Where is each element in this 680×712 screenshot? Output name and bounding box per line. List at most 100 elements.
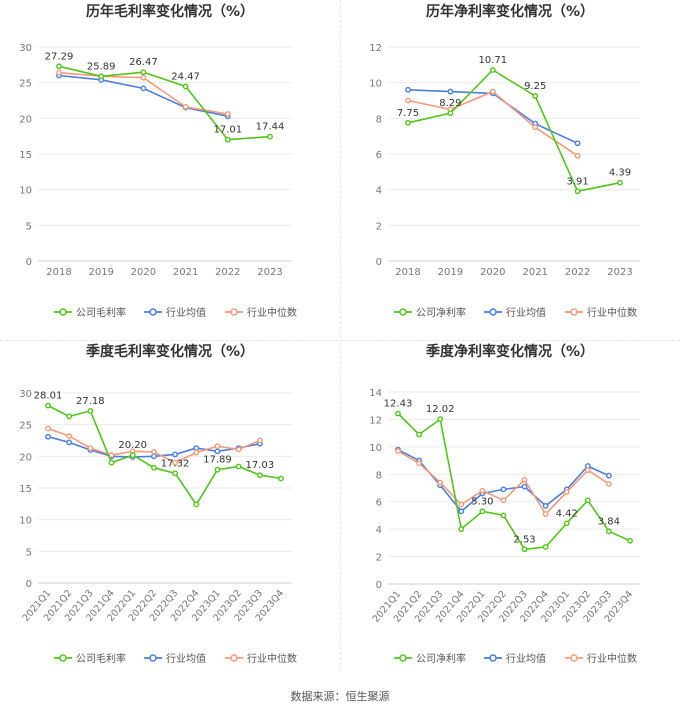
chart-title: 历年毛利率变化情况（%） [86, 3, 254, 20]
y-tick-label: 12 [369, 43, 382, 54]
legend-swatch-marker [489, 654, 497, 662]
data-point [172, 470, 178, 477]
y-tick-label: 6 [376, 150, 382, 161]
data-point [458, 501, 465, 508]
data-label: 12.02 [426, 404, 455, 415]
y-tick-label: 0 [26, 579, 32, 590]
data-point [108, 459, 115, 466]
data-point [151, 464, 157, 471]
data-point [405, 97, 411, 104]
y-tick-label: 8 [376, 114, 382, 125]
legend-label: 行业中位数 [247, 652, 297, 665]
data-label: 25.89 [87, 61, 116, 72]
data-point [479, 487, 486, 494]
data-point [405, 119, 411, 126]
data-point [458, 508, 465, 515]
data-point [532, 124, 539, 131]
legend-label: 行业均值 [506, 652, 546, 665]
x-tick-label: 2021 [173, 267, 198, 278]
data-point [56, 69, 62, 76]
data-point [235, 463, 242, 470]
chart-title: 季度净利率变化情况（%） [425, 343, 594, 360]
data-point [151, 449, 157, 455]
data-point [574, 140, 581, 147]
data-label: 7.75 [397, 108, 419, 119]
x-tick-label: 2021 [522, 267, 547, 278]
data-point [129, 452, 136, 458]
data-label: 2.53 [513, 534, 535, 545]
data-point [447, 88, 454, 95]
data-point [214, 448, 221, 455]
y-tick-label: 15 [19, 150, 32, 161]
y-tick-label: 4 [376, 525, 382, 536]
legend-swatch-marker [230, 654, 238, 662]
data-point [224, 111, 231, 117]
data-point [584, 467, 591, 474]
chart-panel-quarterly-net: 季度净利率变化情况（%） 0 2 4 6 8 10 12 14 2021Q1 2021Q2 2021Q… [340, 340, 680, 690]
y-tick-label: 2 [376, 553, 382, 564]
y-tick-label: 20 [19, 452, 32, 463]
y-tick-label: 25 [19, 421, 32, 432]
legend-swatch-marker [489, 308, 497, 316]
data-point [278, 475, 284, 482]
legend-label: 公司净利率 [416, 652, 466, 665]
data-label: 26.47 [129, 57, 158, 68]
legend-label: 公司毛利率 [76, 652, 126, 665]
legend-label: 行业中位数 [247, 306, 297, 319]
data-point [193, 501, 200, 508]
data-source-note: 数据来源：恒生聚源 [290, 690, 390, 703]
y-tick-label: 12 [369, 415, 382, 426]
data-point [193, 449, 200, 456]
data-label: 10.71 [478, 55, 507, 66]
data-point [489, 88, 496, 95]
chart-quarterly-net-margin: 季度净利率变化情况（%）024681012142021Q12021Q22021Q… [369, 343, 640, 665]
series-line [407, 68, 621, 193]
data-point [584, 497, 591, 504]
data-label: 4.42 [556, 508, 578, 519]
chart-annual-net-margin: 历年净利率变化情况（%） 0 2 4 6 8 10 12 2018 2019 2020 2021 202… [369, 3, 640, 319]
y-tick-label: 4 [376, 186, 382, 197]
data-point [224, 136, 231, 143]
y-tick-label: 5 [26, 221, 32, 232]
data-label: 3.84 [598, 516, 620, 527]
legend-label: 行业均值 [166, 652, 206, 665]
data-label: 28.01 [34, 391, 63, 402]
data-label: 17.89 [203, 455, 232, 466]
data-point [542, 544, 549, 550]
data-label: 17.03 [245, 460, 274, 471]
data-point [437, 416, 444, 423]
y-tick-label: 0 [376, 257, 382, 268]
data-point [395, 410, 401, 417]
data-point [416, 460, 422, 467]
legend-swatch-marker [149, 308, 157, 316]
data-point [66, 413, 73, 420]
data-point [489, 67, 496, 73]
data-point [45, 402, 51, 409]
chart-panel-quarterly-gross: 季度毛利率变化情况（%） 0 5 10 15 20 25 30 2021Q1 2021Q2 2021… [0, 340, 340, 690]
legend-swatch-marker [149, 654, 157, 662]
data-point [617, 179, 623, 186]
y-tick-label: 0 [376, 580, 382, 591]
data-point [214, 443, 221, 450]
y-tick-label: 8 [376, 470, 382, 481]
data-point [574, 152, 581, 159]
y-tick-label: 15 [19, 484, 32, 495]
x-tick-label: 2020 [131, 267, 156, 278]
data-point [395, 448, 401, 454]
x-tick-label: 2019 [438, 267, 463, 278]
panel-divider-horizontal [0, 340, 680, 341]
data-label: 12.43 [384, 399, 413, 410]
legend-label: 行业中位数 [587, 652, 637, 665]
x-tick-label: 2023 [257, 267, 282, 278]
data-point [172, 451, 178, 458]
x-tick-label: 2023 [607, 267, 632, 278]
data-point [45, 433, 51, 440]
data-point [437, 479, 444, 486]
data-point [87, 445, 94, 452]
data-point [182, 104, 189, 110]
data-label: 27.18 [76, 396, 105, 407]
data-point [627, 537, 633, 544]
series-line [397, 412, 631, 551]
x-tick-label: 2022 [565, 267, 590, 278]
data-point [500, 497, 507, 504]
